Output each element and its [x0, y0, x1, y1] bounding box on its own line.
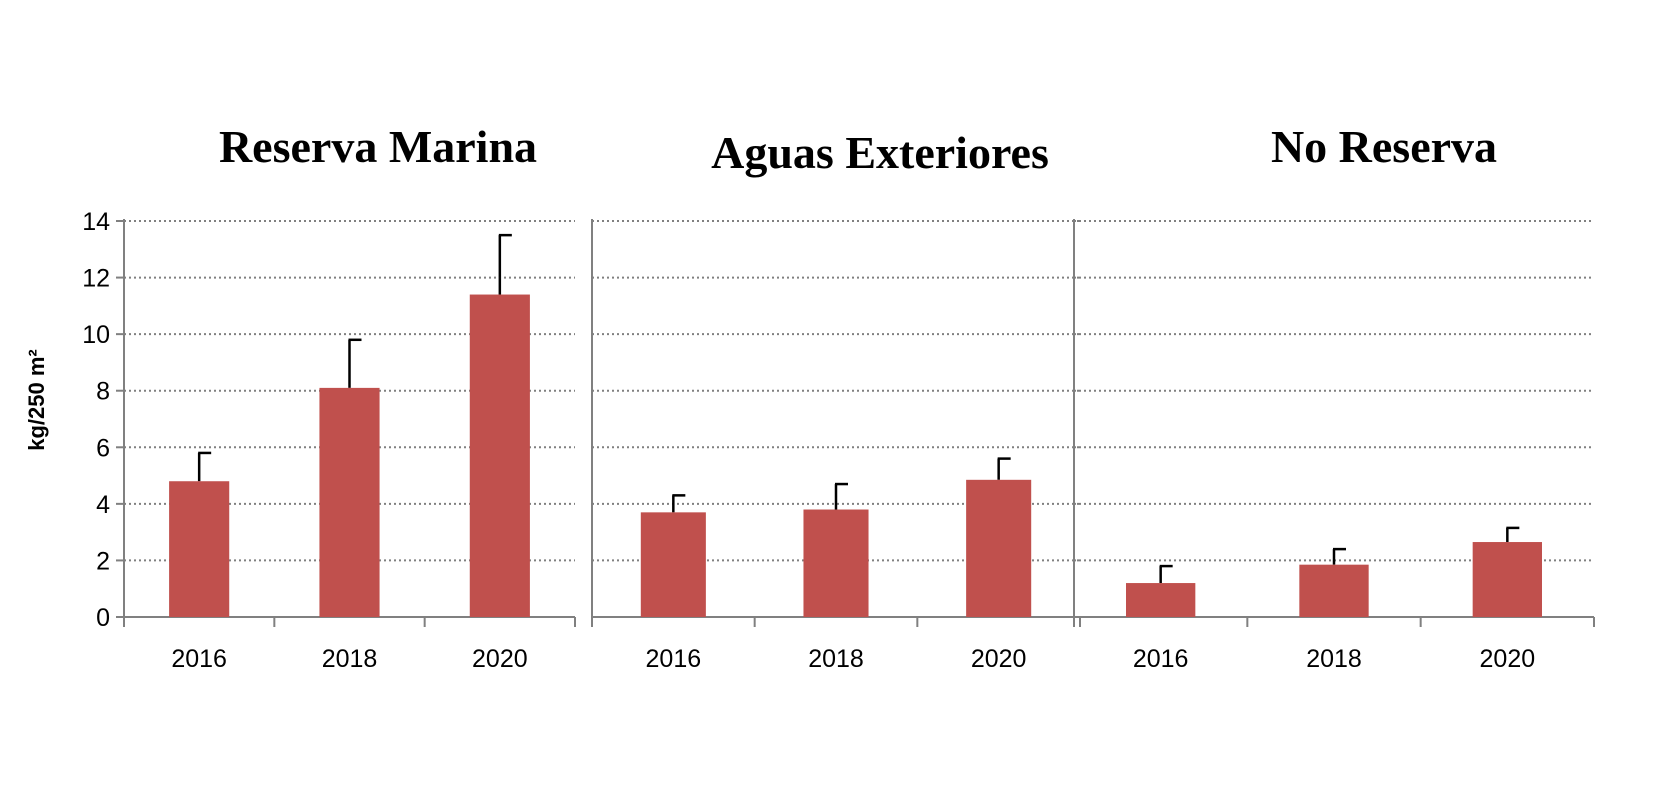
- y-tick-label: 2: [96, 547, 110, 575]
- y-tick-label: 6: [96, 434, 110, 462]
- bar: [640, 512, 706, 617]
- y-tick-label: 12: [82, 265, 110, 293]
- x-tick-label: 2018: [808, 645, 864, 673]
- bar: [319, 387, 380, 617]
- bar: [1472, 542, 1542, 617]
- y-tick-label: 8: [96, 378, 110, 406]
- bar: [1126, 583, 1196, 617]
- x-tick-label: 2016: [646, 645, 702, 673]
- x-tick-label: 2018: [322, 645, 378, 673]
- bar: [803, 509, 869, 617]
- panel-title: No Reserva: [1271, 121, 1497, 172]
- panel-2: Aguas Exteriores 2016 2018 2020: [591, 127, 1081, 673]
- y-tick-label: 4: [96, 491, 110, 519]
- y-tick-label: 0: [96, 604, 110, 632]
- panel-1: Reserva Marina 0 2 4 6 8 10 12 14 2016 2018 2020: [82, 121, 576, 673]
- x-tick-label: 2016: [171, 645, 227, 673]
- panel-title: Reserva Marina: [219, 121, 537, 172]
- x-tick-label: 2020: [971, 645, 1027, 673]
- bar: [169, 481, 230, 617]
- x-tick-label: 2018: [1306, 645, 1362, 673]
- x-tick-label: 2020: [472, 645, 528, 673]
- bar: [469, 294, 530, 617]
- bar: [966, 479, 1032, 617]
- panel-3: No Reserva 2016 2018 2020: [1073, 121, 1595, 673]
- x-tick-label: 2020: [1480, 645, 1536, 673]
- x-tick-label: 2016: [1133, 645, 1189, 673]
- bar: [1299, 564, 1369, 617]
- y-axis-label: kg/250 m²: [24, 349, 49, 451]
- y-tick-label: 14: [82, 208, 110, 236]
- y-tick-label: 10: [82, 321, 110, 349]
- panel-title: Aguas Exteriores: [711, 127, 1049, 178]
